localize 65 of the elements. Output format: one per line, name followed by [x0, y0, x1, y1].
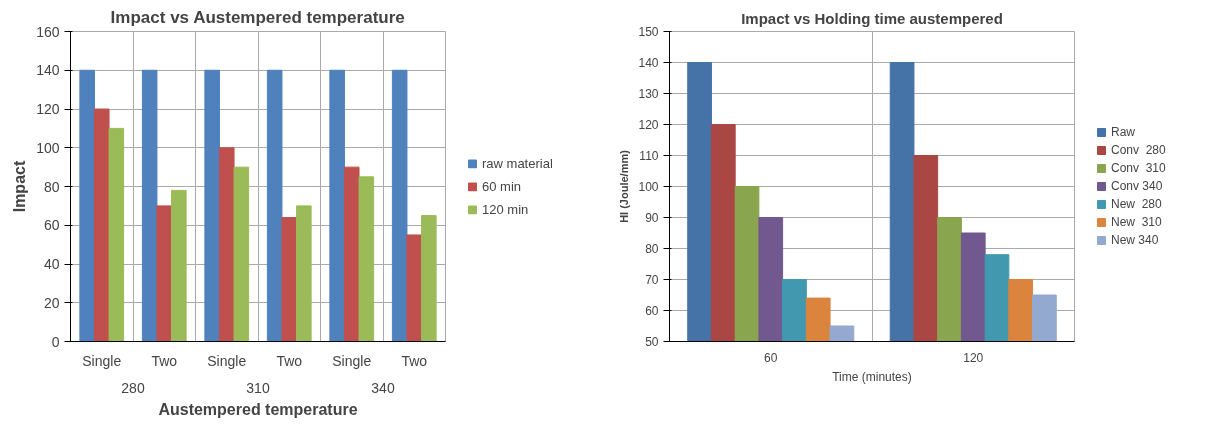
text: 280: [121, 379, 145, 396]
legend-label: raw material: [482, 155, 553, 171]
bar: [296, 205, 312, 342]
y-axis-title: Impact: [11, 160, 29, 213]
bar: [329, 69, 345, 342]
bar: [358, 176, 375, 342]
bar: [421, 215, 437, 342]
bar: [141, 69, 158, 342]
y-tick-label: 120: [638, 118, 659, 132]
legend-label: Conv 280: [1111, 143, 1166, 157]
x-tick-label: Two: [276, 352, 303, 369]
legend-label: New 340: [1111, 233, 1159, 247]
y-tick-label: 40: [43, 256, 60, 272]
x-tick-label: Single: [207, 352, 247, 369]
text: 310: [246, 379, 270, 396]
x-tick-label: Two: [151, 352, 178, 369]
x-tick-label: 120: [963, 350, 984, 365]
y-tick-label: 140: [638, 56, 659, 70]
y-tick-label: 100: [36, 139, 60, 156]
legend-label: 120 min: [482, 201, 529, 217]
y-tick-label: 60: [43, 217, 60, 234]
bar: [391, 69, 408, 342]
legend-label: Conv 310: [1111, 161, 1166, 175]
y-tick-label: 80: [645, 242, 659, 256]
y-tick-label: 50: [645, 335, 659, 349]
bar: [204, 69, 220, 342]
y-tick-label: 140: [36, 62, 60, 79]
chart-title: Impact vs Austempered temperature: [110, 7, 405, 27]
bar: [233, 166, 250, 342]
x-tick-label: Single: [82, 352, 122, 369]
y-tick-label: 120: [36, 101, 60, 117]
x-tick-label: Single: [332, 352, 372, 369]
bar: [171, 189, 187, 342]
bar: [156, 205, 173, 342]
x-tick-label: 60: [764, 350, 778, 365]
legend-label: New 310: [1111, 215, 1162, 229]
y-tick-label: 80: [43, 178, 60, 195]
x-tick-label: Two: [401, 352, 428, 369]
legend-label: Conv 340: [1111, 179, 1163, 193]
bar: [343, 166, 360, 342]
bar: [266, 69, 283, 342]
y-axis-title: HI (Joule/mm): [618, 149, 631, 223]
y-tick-label: 70: [645, 273, 659, 287]
bar: [281, 217, 298, 342]
y-tick-label: 90: [645, 211, 659, 225]
legend-label: 60 min: [482, 178, 522, 194]
chart-title: Impact vs Holding time austempered: [741, 9, 1003, 27]
y-tick-label: 130: [638, 87, 659, 101]
y-tick-label: 20: [43, 294, 60, 311]
legend-label: Raw: [1111, 125, 1136, 139]
y-tick-label: 60: [645, 304, 659, 318]
legend-label: New 280: [1111, 197, 1162, 211]
y-tick-label: 110: [639, 149, 659, 163]
y-tick-label: 150: [638, 25, 659, 39]
text: 340: [371, 379, 395, 396]
bar: [79, 69, 95, 342]
bar: [218, 147, 235, 342]
x-axis-title: Austempered temperature: [158, 400, 358, 418]
bar: [108, 127, 125, 342]
bar: [406, 234, 423, 342]
y-tick-label: 0: [51, 333, 60, 350]
bar: [93, 108, 110, 342]
x-axis-title: Time (minutes): [832, 369, 912, 384]
y-tick-label: 160: [36, 23, 60, 40]
y-tick-label: 100: [638, 180, 659, 194]
